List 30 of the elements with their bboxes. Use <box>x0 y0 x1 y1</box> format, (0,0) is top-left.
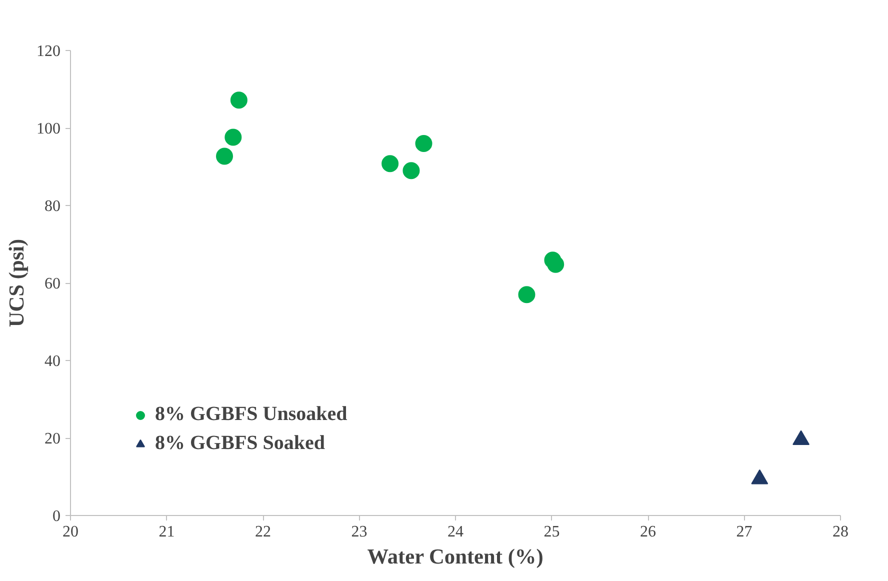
x-axis-title: Water Content (%) <box>367 544 544 568</box>
point <box>792 430 810 446</box>
x-tick-label: 25 <box>544 524 560 540</box>
point <box>382 155 399 172</box>
point <box>224 128 242 146</box>
x-tick-label: 28 <box>832 524 848 540</box>
y-tick-label: 80 <box>44 198 60 215</box>
point <box>216 148 233 165</box>
y-tick-label: 120 <box>36 43 60 60</box>
point <box>547 256 564 273</box>
x-tick-label: 20 <box>62 524 78 540</box>
x-tick-label: 22 <box>255 524 271 540</box>
point <box>518 286 536 304</box>
y-axis-title: UCS (psi) <box>4 238 28 328</box>
y-tick-label: 0 <box>52 508 60 525</box>
point <box>402 162 420 180</box>
point <box>751 469 768 484</box>
point <box>415 135 432 152</box>
legend-label: 8% GGBFS Soaked <box>155 432 326 455</box>
legend-label: 8% GGBFS Unsoaked <box>155 403 348 426</box>
y-tick-label: 60 <box>44 276 60 292</box>
y-tick-label: 20 <box>44 430 60 448</box>
x-tick-label: 24 <box>448 524 464 540</box>
y-tick-label: 100 <box>36 120 60 138</box>
x-tick-label: 23 <box>351 524 368 540</box>
x-tick-label: 26 <box>640 524 656 540</box>
x-tick-label: 27 <box>736 524 752 540</box>
x-tick-label: 21 <box>158 524 175 540</box>
point <box>230 92 248 109</box>
y-tick-label: 40 <box>44 353 60 370</box>
